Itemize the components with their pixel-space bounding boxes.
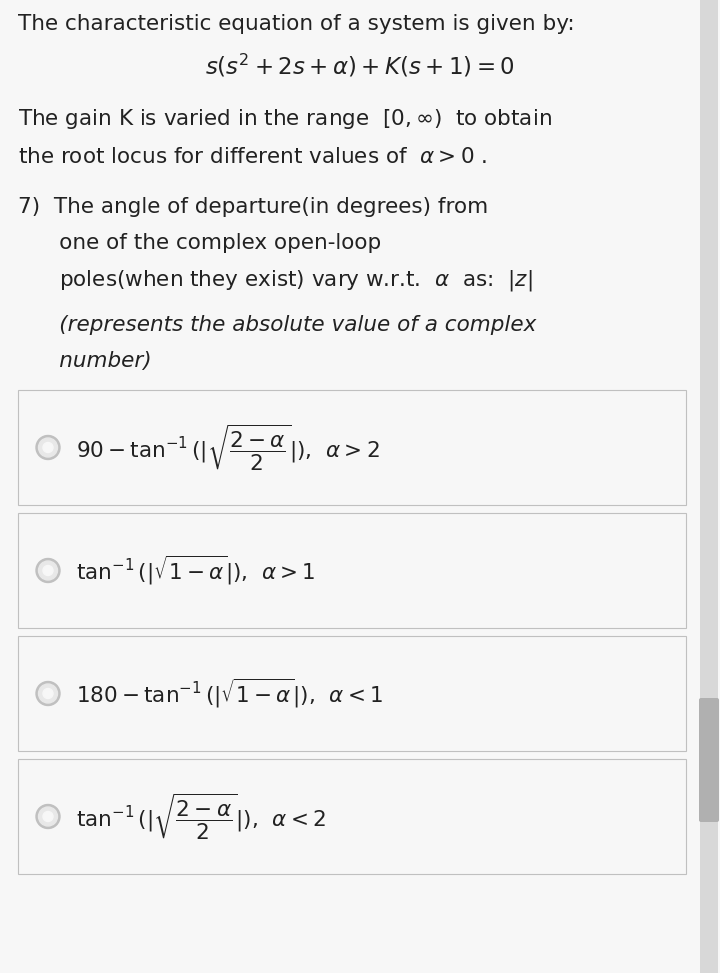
Circle shape — [38, 438, 58, 457]
Circle shape — [43, 443, 53, 452]
Circle shape — [36, 436, 60, 459]
Circle shape — [36, 805, 60, 828]
Text: (represents the absolute value of a complex: (represents the absolute value of a comp… — [18, 315, 536, 335]
Text: $\tan^{-1}(|\sqrt{\dfrac{2-\alpha}{2}}|)$,  $\alpha < 2$: $\tan^{-1}(|\sqrt{\dfrac{2-\alpha}{2}}|)… — [76, 792, 326, 842]
Circle shape — [43, 565, 53, 575]
Text: The gain K is varied in the range  $[0, \infty)$  to obtain: The gain K is varied in the range $[0, \… — [18, 107, 552, 131]
Text: one of the complex open-loop: one of the complex open-loop — [18, 233, 382, 253]
Text: $\tan^{-1}(|\sqrt{1 - \alpha}|)$,  $\alpha > 1$: $\tan^{-1}(|\sqrt{1 - \alpha}|)$, $\alph… — [76, 554, 315, 587]
Text: $90 - \tan^{-1}(|\sqrt{\dfrac{2-\alpha}{2}}|)$,  $\alpha > 2$: $90 - \tan^{-1}(|\sqrt{\dfrac{2-\alpha}{… — [76, 422, 379, 473]
Bar — [700, 0, 718, 973]
Bar — [18, 759, 686, 874]
Circle shape — [38, 684, 58, 703]
Text: $s(s^2 + 2s + \alpha) + K(s + 1) = 0$: $s(s^2 + 2s + \alpha) + K(s + 1) = 0$ — [205, 52, 515, 79]
Text: the root locus for different values of  $\alpha > 0$ .: the root locus for different values of $… — [18, 147, 487, 167]
Circle shape — [38, 807, 58, 826]
Bar — [18, 636, 686, 751]
FancyBboxPatch shape — [699, 698, 719, 822]
Text: poles(when they exist) vary w.r.t.  $\alpha$  as:  $|z|$: poles(when they exist) vary w.r.t. $\alp… — [18, 268, 533, 293]
Circle shape — [36, 681, 60, 705]
Text: $180 - \tan^{-1}(|\sqrt{1 - \alpha}|)$,  $\alpha < 1$: $180 - \tan^{-1}(|\sqrt{1 - \alpha}|)$, … — [76, 677, 383, 710]
Text: 7)  The angle of departure(in degrees) from: 7) The angle of departure(in degrees) fr… — [18, 197, 488, 217]
Text: The characteristic equation of a system is given by:: The characteristic equation of a system … — [18, 14, 575, 34]
Circle shape — [43, 689, 53, 699]
Circle shape — [36, 559, 60, 583]
Circle shape — [43, 811, 53, 821]
Circle shape — [38, 561, 58, 580]
Bar — [18, 513, 686, 628]
Bar — [18, 390, 686, 505]
Text: number): number) — [18, 351, 152, 371]
